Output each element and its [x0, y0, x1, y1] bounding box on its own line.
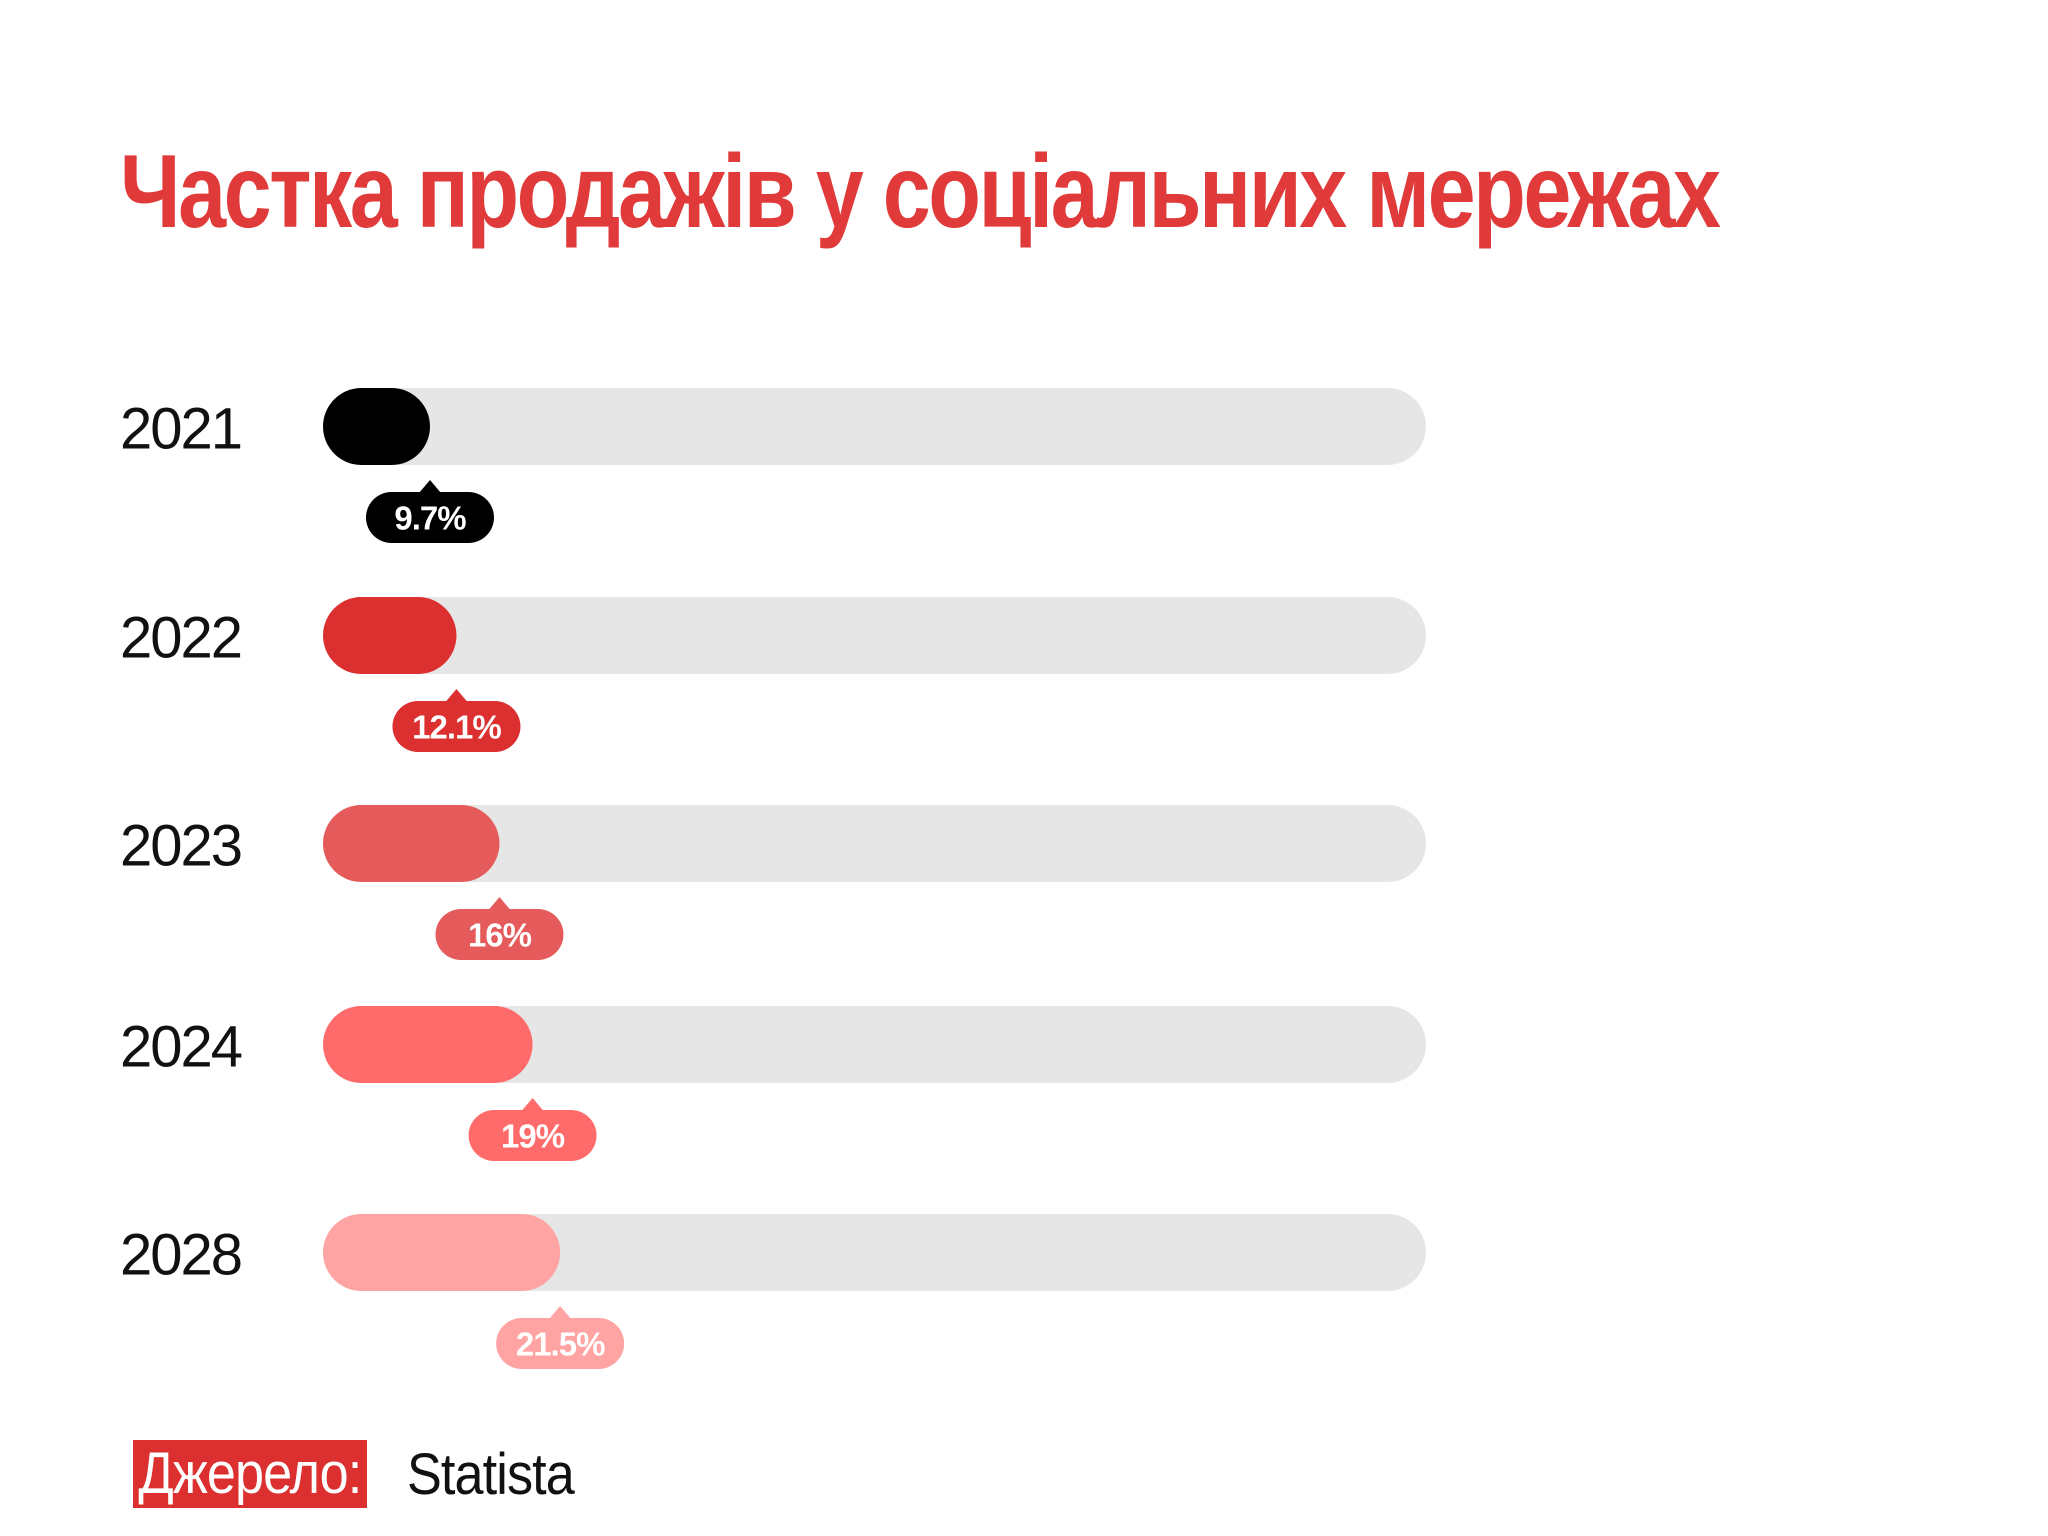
value-label: 12.1% — [412, 709, 501, 746]
callout-pointer — [418, 480, 441, 493]
category-label: 2022 — [120, 606, 241, 671]
category-label: 2023 — [120, 814, 241, 879]
source-line: Джерело: Statista — [133, 1440, 592, 1508]
bar-row-2021: 2021 9.7% — [120, 388, 1426, 543]
category-label: 2021 — [120, 397, 241, 462]
bar-row-2028: 2028 21.5% — [120, 1214, 1426, 1369]
callout-pointer — [521, 1098, 544, 1111]
chart-title: Частка продажів у соціальних мережах — [120, 134, 1721, 250]
bar-row-2023: 2023 16% — [120, 805, 1426, 960]
bar-track — [323, 1006, 1426, 1083]
bar — [323, 805, 500, 882]
value-label: 16% — [468, 917, 532, 954]
bar — [323, 1214, 561, 1291]
bar — [323, 597, 457, 674]
value-label: 19% — [501, 1118, 565, 1155]
bar-chart: 2021 9.7% 2022 12.1% 2023 16% 2024 19% 2028 21.5% — [120, 388, 1426, 1369]
source-label: Джерело: — [133, 1440, 367, 1508]
callout-pointer — [445, 689, 468, 702]
value-badge — [392, 701, 521, 752]
value-label: 21.5% — [516, 1326, 605, 1363]
bar-track — [323, 805, 1426, 882]
bar-track — [323, 597, 1426, 674]
bar-row-2022: 2022 12.1% — [120, 597, 1426, 752]
value-badge — [435, 909, 564, 960]
source-value: Statista — [406, 1441, 575, 1507]
category-label: 2028 — [120, 1223, 241, 1288]
callout-pointer — [549, 1306, 572, 1319]
bars-layer: 2021 9.7% 2022 12.1% 2023 16% 2024 19% 2028 21.5% — [120, 388, 1426, 1369]
bar — [323, 388, 430, 465]
value-badge — [496, 1318, 625, 1369]
bar-row-2024: 2024 19% — [120, 1006, 1426, 1161]
bar-track — [323, 388, 1426, 465]
bar-track — [323, 1214, 1426, 1291]
value-label: 9.7% — [394, 500, 466, 537]
callout-pointer — [488, 897, 511, 910]
bar — [323, 1006, 533, 1083]
value-badge — [468, 1110, 597, 1161]
category-label: 2024 — [120, 1015, 242, 1080]
value-badge — [365, 492, 494, 543]
